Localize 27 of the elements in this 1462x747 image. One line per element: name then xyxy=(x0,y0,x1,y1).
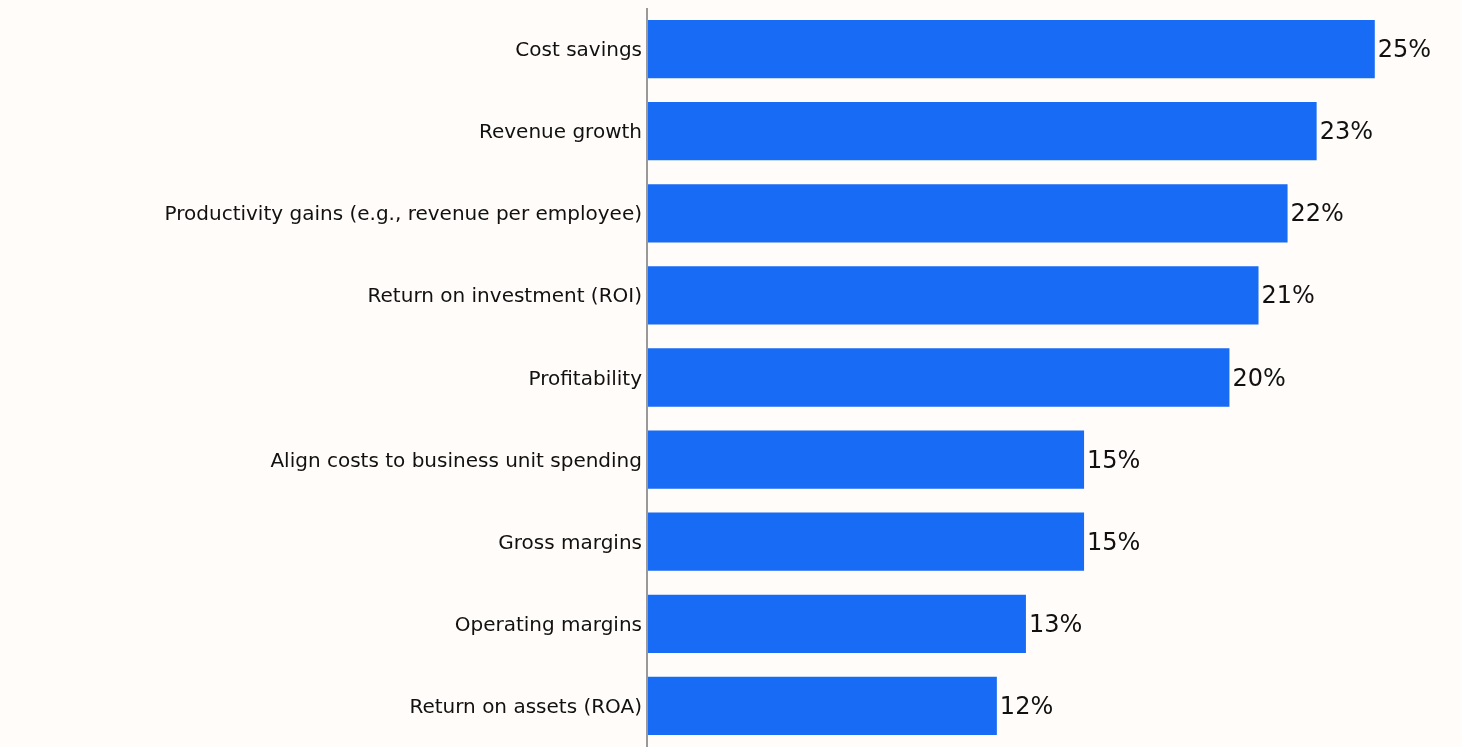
bar xyxy=(648,19,1375,79)
y-tick-label: Operating margins xyxy=(454,611,642,636)
bar xyxy=(648,184,1288,243)
y-tick-label: Cost savings xyxy=(515,37,642,62)
data-label: 25% xyxy=(1377,35,1432,64)
data-label: 15% xyxy=(1087,445,1141,474)
bar xyxy=(648,348,1230,407)
data-label: 23% xyxy=(1319,117,1373,146)
data-label: 21% xyxy=(1261,281,1315,310)
bar xyxy=(648,430,1085,489)
bar xyxy=(648,102,1317,161)
y-tick-label: Return on investment (ROI) xyxy=(367,283,642,308)
y-tick-label: Return on assets (ROA) xyxy=(409,693,642,718)
data-label: 22% xyxy=(1290,199,1344,228)
data-label: 15% xyxy=(1087,527,1141,556)
data-label: 12% xyxy=(999,691,1054,720)
bar xyxy=(648,266,1259,325)
bar xyxy=(648,594,1026,653)
data-label: 20% xyxy=(1232,363,1286,392)
bar xyxy=(648,676,997,736)
y-tick-label: Profitability xyxy=(528,365,643,390)
y-tick-label: Align costs to business unit spending xyxy=(270,447,642,472)
data-label: 13% xyxy=(1028,609,1083,638)
y-tick-label: Productivity gains (e.g., revenue per employee) xyxy=(164,201,642,226)
y-tick-label: Revenue growth xyxy=(478,119,642,144)
y-tick-label: Gross margins xyxy=(498,529,642,554)
bar xyxy=(648,512,1085,571)
